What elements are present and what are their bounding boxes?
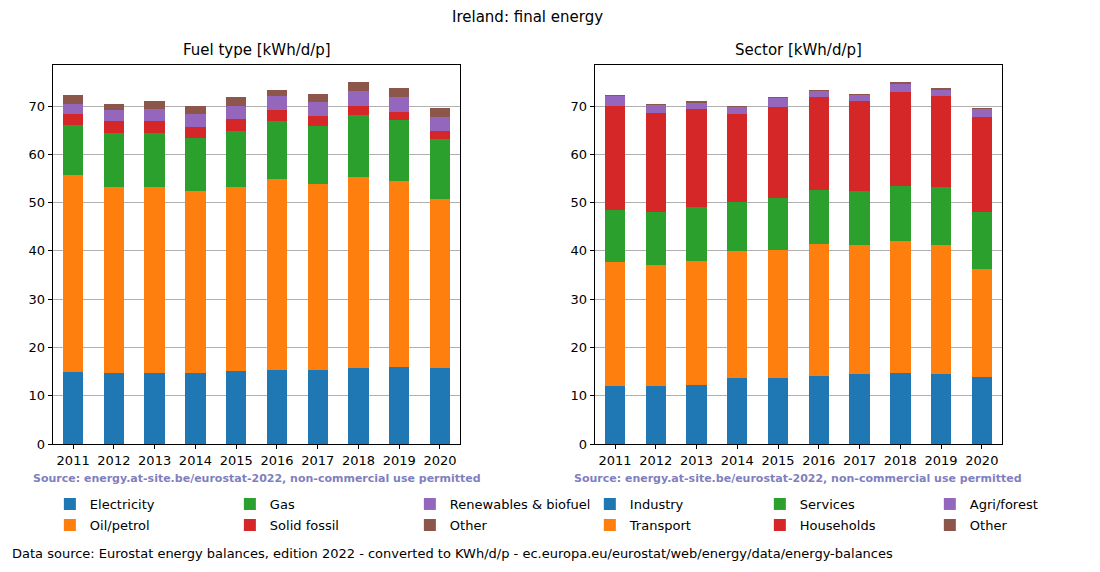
svg-text:Agri/forest: Agri/forest	[970, 497, 1038, 512]
svg-text:10: 10	[29, 388, 46, 403]
svg-text:60: 60	[29, 147, 46, 162]
svg-text:Households: Households	[800, 518, 876, 533]
svg-text:30: 30	[570, 292, 587, 307]
svg-text:Solid fossil: Solid fossil	[270, 518, 339, 533]
svg-text:Other: Other	[450, 518, 488, 533]
svg-text:2020: 2020	[423, 453, 456, 468]
svg-text:2016: 2016	[802, 453, 835, 468]
svg-text:Ireland: final energy: Ireland: final energy	[452, 8, 603, 26]
svg-text:2015: 2015	[220, 453, 253, 468]
svg-text:2020: 2020	[965, 453, 998, 468]
svg-text:Industry: Industry	[630, 497, 684, 512]
svg-text:70: 70	[570, 99, 587, 114]
svg-text:50: 50	[570, 195, 587, 210]
svg-text:2013: 2013	[680, 453, 713, 468]
svg-text:Sector [kWh/d/p]: Sector [kWh/d/p]	[735, 41, 862, 59]
svg-text:40: 40	[29, 243, 46, 258]
svg-text:2011: 2011	[57, 453, 90, 468]
svg-text:2014: 2014	[179, 453, 212, 468]
svg-text:Oil/petrol: Oil/petrol	[90, 518, 150, 533]
svg-text:2014: 2014	[721, 453, 754, 468]
svg-text:Renewables & biofuel: Renewables & biofuel	[450, 497, 590, 512]
svg-text:2017: 2017	[843, 453, 876, 468]
svg-text:50: 50	[29, 195, 46, 210]
svg-text:20: 20	[29, 340, 46, 355]
svg-text:2018: 2018	[884, 453, 917, 468]
svg-text:2012: 2012	[97, 453, 130, 468]
svg-text:Transport: Transport	[629, 518, 691, 533]
svg-text:60: 60	[570, 147, 587, 162]
svg-text:2019: 2019	[925, 453, 958, 468]
svg-text:2012: 2012	[639, 453, 672, 468]
svg-text:2019: 2019	[383, 453, 416, 468]
svg-text:2011: 2011	[598, 453, 631, 468]
svg-text:Other: Other	[970, 518, 1008, 533]
svg-text:2016: 2016	[260, 453, 293, 468]
svg-text:Data source: Eurostat energy b: Data source: Eurostat energy balances, e…	[12, 546, 893, 561]
svg-text:2018: 2018	[342, 453, 375, 468]
svg-text:Source: energy.at-site.be/euro: Source: energy.at-site.be/eurostat-2022,…	[574, 472, 1022, 485]
svg-text:40: 40	[570, 243, 587, 258]
svg-text:Fuel type [kWh/d/p]: Fuel type [kWh/d/p]	[183, 41, 331, 59]
svg-text:Electricity: Electricity	[90, 497, 155, 512]
svg-text:20: 20	[570, 340, 587, 355]
svg-text:2013: 2013	[138, 453, 171, 468]
svg-text:10: 10	[570, 388, 587, 403]
svg-text:0: 0	[37, 437, 45, 452]
svg-text:0: 0	[579, 437, 587, 452]
svg-text:2017: 2017	[301, 453, 334, 468]
svg-text:30: 30	[29, 292, 46, 307]
svg-text:2015: 2015	[762, 453, 795, 468]
svg-text:Gas: Gas	[270, 497, 295, 512]
svg-text:Source: energy.at-site.be/euro: Source: energy.at-site.be/eurostat-2022,…	[33, 472, 481, 485]
svg-text:Services: Services	[800, 497, 855, 512]
svg-text:70: 70	[29, 99, 46, 114]
